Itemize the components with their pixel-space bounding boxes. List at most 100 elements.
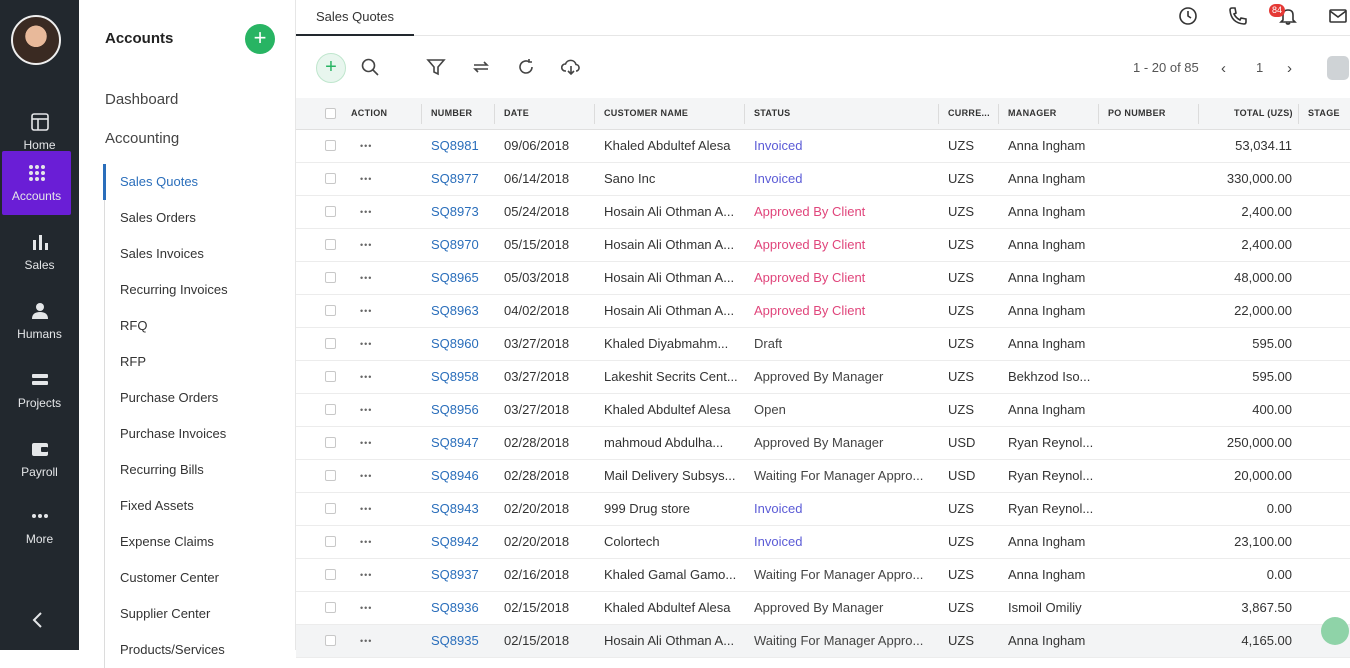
table-row[interactable]: ••• SQ8936 02/15/2018 Khaled Abdultef Alesa…: [296, 592, 1350, 625]
add-account-button[interactable]: +: [245, 24, 275, 54]
quote-number-link[interactable]: SQ8935: [431, 633, 479, 648]
sidebar-item-supplier-center[interactable]: Supplier Center: [120, 606, 211, 621]
sidebar-item-dashboard[interactable]: Dashboard: [105, 91, 179, 108]
download-cloud-icon[interactable]: [560, 57, 583, 79]
search-icon[interactable]: [360, 57, 382, 79]
row-actions-dots-icon[interactable]: •••: [360, 207, 373, 217]
table-row[interactable]: ••• SQ8977 06/14/2018 Sano Inc Invoiced UZS An…: [296, 163, 1350, 196]
rail-item-home[interactable]: Home: [0, 100, 79, 164]
row-checkbox[interactable]: [325, 437, 336, 448]
select-all-checkbox[interactable]: [325, 108, 336, 119]
prev-page-chevron-icon[interactable]: ‹: [1221, 60, 1226, 77]
sidebar-section-accounting[interactable]: Accounting: [105, 130, 180, 147]
table-row[interactable]: ••• SQ8935 02/15/2018 Hosain Ali Othman A..…: [296, 625, 1350, 658]
rail-item-sales[interactable]: Sales: [0, 220, 79, 284]
col-status[interactable]: STATUS: [754, 108, 791, 118]
sidebar-item-rfp[interactable]: RFP: [120, 354, 146, 369]
quote-number-link[interactable]: SQ8970: [431, 237, 479, 252]
col-customer-name[interactable]: CUSTOMER NAME: [604, 108, 689, 118]
row-actions-dots-icon[interactable]: •••: [360, 504, 373, 514]
col-number[interactable]: NUMBER: [431, 108, 473, 118]
quote-number-link[interactable]: SQ8958: [431, 369, 479, 384]
row-checkbox[interactable]: [325, 602, 336, 613]
sidebar-item-sales-orders[interactable]: Sales Orders: [120, 210, 196, 225]
row-actions-dots-icon[interactable]: •••: [360, 603, 373, 613]
table-row[interactable]: ••• SQ8963 04/02/2018 Hosain Ali Othman A..…: [296, 295, 1350, 328]
sidebar-item-fixed-assets[interactable]: Fixed Assets: [120, 498, 194, 513]
rail-item-accounts[interactable]: Accounts: [2, 151, 71, 215]
quote-number-link[interactable]: SQ8965: [431, 270, 479, 285]
rail-item-humans[interactable]: Humans: [0, 289, 79, 353]
row-checkbox[interactable]: [325, 635, 336, 646]
chat-bubble-icon[interactable]: [1321, 617, 1349, 645]
rail-item-payroll[interactable]: Payroll: [0, 427, 79, 491]
col-po-number[interactable]: PO NUMBER: [1108, 108, 1166, 118]
row-actions-dots-icon[interactable]: •••: [360, 636, 373, 646]
table-row[interactable]: ••• SQ8946 02/28/2018 Mail Delivery Subsys.…: [296, 460, 1350, 493]
table-row[interactable]: ••• SQ8947 02/28/2018 mahmoud Abdulha... App…: [296, 427, 1350, 460]
table-row[interactable]: ••• SQ8958 03/27/2018 Lakeshit Secrits Cent…: [296, 361, 1350, 394]
row-actions-dots-icon[interactable]: •••: [360, 273, 373, 283]
quote-number-link[interactable]: SQ8973: [431, 204, 479, 219]
col-total[interactable]: TOTAL (UZS): [1234, 108, 1293, 118]
table-row[interactable]: ••• SQ8943 02/20/2018 999 Drug store Invoice…: [296, 493, 1350, 526]
row-actions-dots-icon[interactable]: •••: [360, 306, 373, 316]
collapse-chevron-left-icon[interactable]: [26, 608, 50, 632]
quote-number-link[interactable]: SQ8981: [431, 138, 479, 153]
table-row[interactable]: ••• SQ8981 09/06/2018 Khaled Abdultef Alesa…: [296, 130, 1350, 163]
row-checkbox[interactable]: [325, 536, 336, 547]
sidebar-item-purchase-orders[interactable]: Purchase Orders: [120, 390, 219, 405]
refresh-icon[interactable]: [516, 57, 538, 79]
table-row[interactable]: ••• SQ8937 02/16/2018 Khaled Gamal Gamo... W…: [296, 559, 1350, 592]
row-actions-dots-icon[interactable]: •••: [360, 471, 373, 481]
avatar[interactable]: [11, 15, 61, 65]
sidebar-item-sales-invoices[interactable]: Sales Invoices: [120, 246, 204, 261]
quote-number-link[interactable]: SQ8977: [431, 171, 479, 186]
row-actions-dots-icon[interactable]: •••: [360, 372, 373, 382]
tab-sales-quotes[interactable]: Sales Quotes: [296, 0, 414, 36]
table-row[interactable]: ••• SQ8956 03/27/2018 Khaled Abdultef Alesa…: [296, 394, 1350, 427]
row-actions-dots-icon[interactable]: •••: [360, 141, 373, 151]
row-checkbox[interactable]: [325, 239, 336, 250]
view-toggle-icon[interactable]: [1327, 56, 1349, 80]
row-checkbox[interactable]: [325, 173, 336, 184]
sync-icon[interactable]: [471, 57, 493, 79]
sidebar-item-rfq[interactable]: RFQ: [120, 318, 148, 333]
sidebar-item-recurring-bills[interactable]: Recurring Bills: [120, 462, 204, 477]
quote-number-link[interactable]: SQ8963: [431, 303, 479, 318]
row-checkbox[interactable]: [325, 305, 336, 316]
sidebar-item-expense-claims[interactable]: Expense Claims: [120, 534, 214, 549]
row-checkbox[interactable]: [325, 404, 336, 415]
row-checkbox[interactable]: [325, 272, 336, 283]
row-actions-dots-icon[interactable]: •••: [360, 339, 373, 349]
quote-number-link[interactable]: SQ8942: [431, 534, 479, 549]
sidebar-item-purchase-invoices[interactable]: Purchase Invoices: [120, 426, 227, 441]
row-checkbox[interactable]: [325, 470, 336, 481]
row-actions-dots-icon[interactable]: •••: [360, 570, 373, 580]
rail-item-projects[interactable]: Projects: [0, 358, 79, 422]
next-page-chevron-icon[interactable]: ›: [1287, 60, 1292, 77]
table-row[interactable]: ••• SQ8942 02/20/2018 Colortech Invoiced UZS A…: [296, 526, 1350, 559]
row-checkbox[interactable]: [325, 371, 336, 382]
row-actions-dots-icon[interactable]: •••: [360, 537, 373, 547]
quote-number-link[interactable]: SQ8937: [431, 567, 479, 582]
row-actions-dots-icon[interactable]: •••: [360, 438, 373, 448]
quote-number-link[interactable]: SQ8946: [431, 468, 479, 483]
quote-number-link[interactable]: SQ8943: [431, 501, 479, 516]
quote-number-link[interactable]: SQ8960: [431, 336, 479, 351]
table-row[interactable]: ••• SQ8960 03/27/2018 Khaled Diyabmahm... Dr…: [296, 328, 1350, 361]
col-date[interactable]: DATE: [504, 108, 530, 118]
quote-number-link[interactable]: SQ8956: [431, 402, 479, 417]
row-checkbox[interactable]: [325, 503, 336, 514]
row-actions-dots-icon[interactable]: •••: [360, 174, 373, 184]
sidebar-item-customer-center[interactable]: Customer Center: [120, 570, 219, 585]
table-row[interactable]: ••• SQ8973 05/24/2018 Hosain Ali Othman A..…: [296, 196, 1350, 229]
col-currency[interactable]: CURRE...: [948, 108, 990, 118]
sidebar-item-products-services[interactable]: Products/Services: [120, 642, 225, 657]
row-actions-dots-icon[interactable]: •••: [360, 240, 373, 250]
quote-number-link[interactable]: SQ8936: [431, 600, 479, 615]
rail-item-more[interactable]: More: [0, 494, 79, 558]
phone-icon[interactable]: [1228, 6, 1250, 28]
row-checkbox[interactable]: [325, 206, 336, 217]
filter-icon[interactable]: [426, 57, 448, 79]
